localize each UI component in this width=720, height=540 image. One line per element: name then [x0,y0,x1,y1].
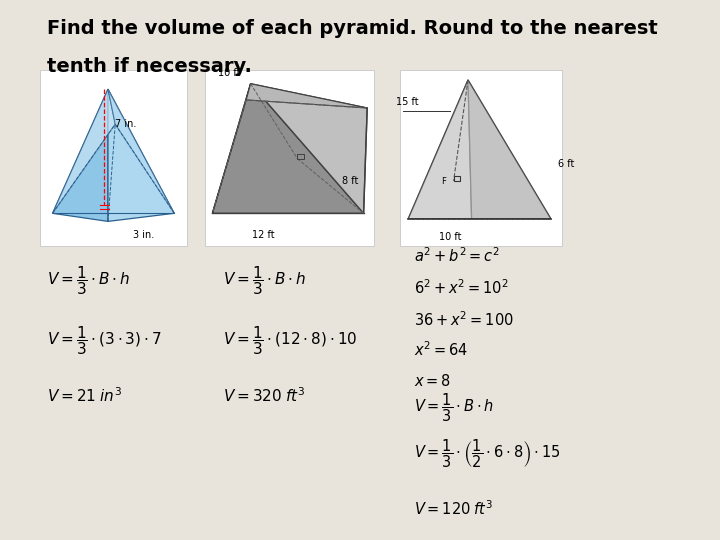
Polygon shape [53,89,108,221]
Text: 6 ft: 6 ft [558,159,575,170]
Text: 10 ft: 10 ft [439,232,462,242]
Text: tenth if necessary.: tenth if necessary. [47,57,252,76]
Text: $V = 21 \; \mathit{in}^3$: $V = 21 \; \mathit{in}^3$ [47,386,122,405]
Text: F: F [441,177,446,186]
Text: $V = \dfrac{1}{3} \cdot B \cdot h$: $V = \dfrac{1}{3} \cdot B \cdot h$ [414,392,494,424]
Polygon shape [53,89,115,213]
Text: $x = 8$: $x = 8$ [414,373,451,389]
Polygon shape [251,84,367,213]
Bar [40,70,187,246]
Text: $V = \dfrac{1}{3} \cdot (12 \cdot 8) \cdot 10$: $V = \dfrac{1}{3} \cdot (12 \cdot 8) \cd… [223,324,358,357]
Text: $a^2 + b^2 = c^2$: $a^2 + b^2 = c^2$ [414,246,500,265]
Polygon shape [108,89,174,221]
Bar [400,70,562,246]
Polygon shape [212,84,364,213]
Text: 3 in.: 3 in. [133,230,155,240]
Text: $V = \dfrac{1}{3} \cdot \left(\dfrac{1}{2} \cdot 6 \cdot 8\right) \cdot 15$: $V = \dfrac{1}{3} \cdot \left(\dfrac{1}{… [414,437,561,470]
Bar [205,70,374,246]
Text: $V = 320 \; \mathit{ft}^3$: $V = 320 \; \mathit{ft}^3$ [223,386,306,405]
Polygon shape [408,80,472,219]
Text: 8 ft: 8 ft [342,176,359,186]
Polygon shape [212,84,251,213]
Polygon shape [246,84,367,108]
Polygon shape [108,89,174,213]
Text: $V = \dfrac{1}{3} \cdot B \cdot h$: $V = \dfrac{1}{3} \cdot B \cdot h$ [223,265,307,298]
Text: 15 ft: 15 ft [396,97,418,107]
Text: $V = 120 \; \mathit{ft}^3$: $V = 120 \; \mathit{ft}^3$ [414,500,493,518]
Text: 7 in.: 7 in. [115,119,137,129]
Polygon shape [468,80,551,219]
Text: 10 ft: 10 ft [218,68,240,78]
Text: $36 + x^2 = 100$: $36 + x^2 = 100$ [414,310,514,329]
Text: $6^2 + x^2 = 10^2$: $6^2 + x^2 = 10^2$ [414,278,509,297]
Text: $x^2 = 64$: $x^2 = 64$ [414,340,469,359]
Text: 12 ft: 12 ft [252,230,274,240]
Text: Find the volume of each pyramid. Round to the nearest: Find the volume of each pyramid. Round t… [47,19,657,38]
Polygon shape [408,80,551,219]
Text: $V = \dfrac{1}{3} \cdot (3 \cdot 3) \cdot 7$: $V = \dfrac{1}{3} \cdot (3 \cdot 3) \cdo… [47,324,161,357]
Text: $V = \dfrac{1}{3} \cdot B \cdot h$: $V = \dfrac{1}{3} \cdot B \cdot h$ [47,265,130,298]
